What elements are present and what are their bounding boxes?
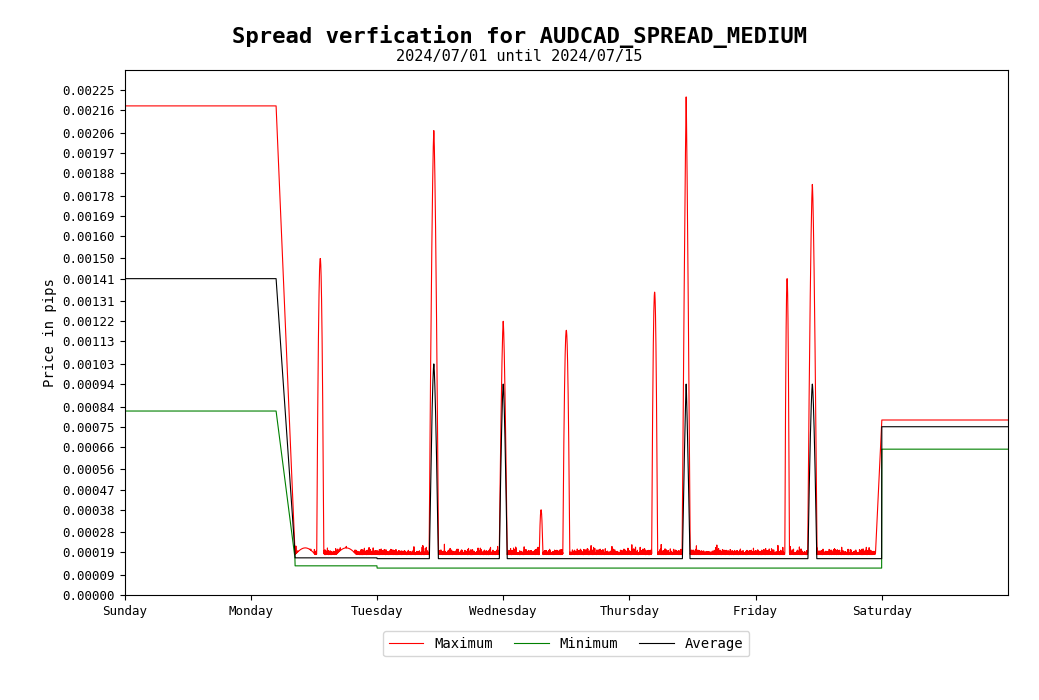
- Minimum: [1002, 445, 1014, 454]
- Maximum: [686, 549, 698, 557]
- Average: [118, 274, 131, 283]
- Average: [371, 554, 383, 563]
- Maximum: [680, 92, 692, 101]
- Average: [1002, 423, 1014, 431]
- Line: Maximum: Maximum: [125, 97, 1008, 554]
- Average: [139, 274, 152, 283]
- Maximum: [1002, 416, 1014, 424]
- Maximum: [355, 550, 368, 559]
- Average: [238, 274, 250, 283]
- Average: [355, 554, 368, 562]
- Maximum: [139, 102, 152, 110]
- Maximum: [238, 102, 250, 110]
- Average: [781, 554, 794, 563]
- Text: Spread verfication for AUDCAD_SPREAD_MEDIUM: Spread verfication for AUDCAD_SPREAD_MED…: [232, 25, 807, 48]
- Minimum: [370, 561, 382, 570]
- Maximum: [782, 332, 795, 341]
- Average: [370, 554, 382, 562]
- Legend: Maximum, Minimum, Average: Maximum, Minimum, Average: [383, 631, 749, 657]
- Text: 2024/07/01 until 2024/07/15: 2024/07/01 until 2024/07/15: [396, 49, 643, 64]
- Maximum: [118, 102, 131, 110]
- Line: Average: Average: [125, 279, 1008, 559]
- Maximum: [373, 550, 385, 559]
- Minimum: [781, 564, 794, 573]
- Minimum: [355, 561, 368, 570]
- Minimum: [238, 407, 250, 415]
- Average: [686, 554, 698, 563]
- Minimum: [139, 407, 152, 415]
- Minimum: [118, 407, 131, 415]
- Maximum: [370, 547, 382, 556]
- Minimum: [686, 564, 698, 573]
- Y-axis label: Price in pips: Price in pips: [43, 278, 57, 387]
- Line: Minimum: Minimum: [125, 411, 1008, 568]
- Minimum: [371, 564, 383, 573]
